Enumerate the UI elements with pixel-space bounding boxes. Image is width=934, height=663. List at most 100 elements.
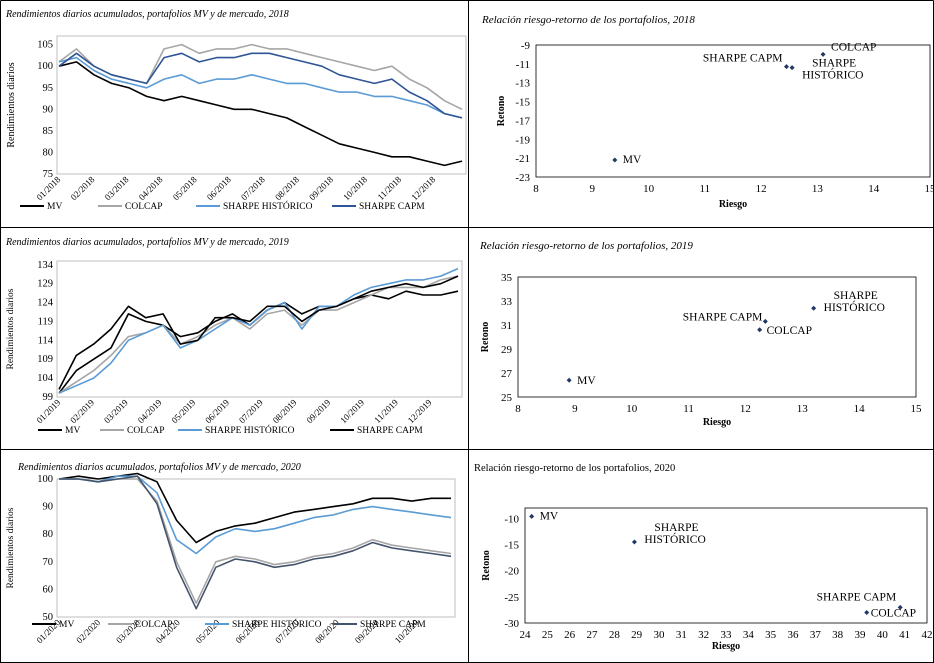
x-tick-label: 37: [810, 629, 822, 641]
legend-label: COLCAP: [135, 620, 172, 630]
x-tick-label: 27: [587, 629, 599, 641]
x-tick-label: 03/2018: [103, 174, 131, 202]
x-tick-label: 10: [643, 183, 655, 195]
x-tick-label: 07/2019: [237, 397, 265, 425]
legend-label: COLCAP: [125, 202, 162, 212]
legend-label: SHARPE CAPM: [359, 202, 425, 212]
y-tick-label: -19: [515, 134, 530, 146]
data-point: [864, 610, 870, 616]
scatter-chart-2018: Relación riesgo-retorno de los portafoli…: [468, 0, 934, 227]
x-tick-label: 02/2019: [68, 397, 96, 425]
y-axis-label: Rendimientos diarios: [6, 62, 17, 147]
x-tick-label: 02/2020: [74, 617, 102, 645]
x-tick-label: 40: [877, 629, 889, 641]
x-axis-label: Riesgo: [703, 417, 731, 428]
x-tick-label: 05/2018: [171, 174, 199, 202]
legend-label: MV: [47, 202, 62, 212]
series-line-2: [59, 475, 452, 555]
y-tick-label: 104: [37, 373, 54, 384]
y-tick-label: -13: [515, 78, 530, 90]
data-label: COLCAP: [871, 608, 916, 620]
series-line-3: [59, 475, 452, 610]
x-tick-label: 39: [855, 629, 867, 641]
x-tick-label: 12: [740, 403, 751, 415]
data-point: [612, 157, 618, 163]
x-tick-label: 41: [899, 629, 910, 641]
x-tick-label: 07/2018: [239, 174, 267, 202]
y-tick-label: -9: [521, 40, 531, 52]
x-tick-label: 34: [743, 629, 755, 641]
chart-title: Relación riesgo-retorno de los portafoli…: [482, 14, 695, 26]
y-axis-label: Rendimientos diarios: [6, 507, 16, 588]
scatter-chart-2020: Relación riesgo-retorno de los portafoli…: [468, 449, 934, 663]
x-tick-label: 11: [700, 183, 711, 195]
y-tick-label: -11: [516, 59, 530, 71]
x-tick-label: 38: [832, 629, 844, 641]
data-point: [783, 64, 789, 70]
x-tick-label: 15: [925, 183, 934, 195]
x-tick-label: 06/2019: [203, 397, 231, 425]
y-tick-label: 100: [37, 61, 53, 72]
x-tick-label: 8: [515, 403, 521, 415]
line-chart-2020: Rendimientos diarios acumulados, portafo…: [0, 449, 468, 663]
legend-label: MV: [65, 426, 80, 436]
y-tick-label: 114: [38, 335, 54, 346]
y-tick-label: 50: [43, 612, 54, 623]
x-tick-label: 10: [626, 403, 638, 415]
series-line-2: [58, 56, 463, 119]
y-tick-label: 75: [43, 169, 54, 180]
x-tick-label: 05/2019: [169, 397, 197, 425]
y-tick-label: 105: [37, 40, 53, 51]
data-point: [897, 604, 903, 610]
series-line-0: [58, 290, 459, 394]
y-tick-label: -21: [515, 153, 530, 165]
y-tick-label: -15: [504, 540, 519, 552]
y-tick-label: 80: [43, 529, 54, 540]
y-tick-label: 90: [43, 502, 54, 513]
scatter-chart-2019-svg: 25 27 29 31 33 35 8 9 10 11 12 13 14 15 Retono Riesgo MV…: [480, 272, 922, 428]
x-tick-label: 11: [683, 403, 694, 415]
series-line-1: [58, 275, 459, 394]
x-tick-label: 05/2020: [194, 617, 222, 645]
y-tick-label: -25: [504, 592, 519, 604]
y-tick-label: 119: [38, 316, 53, 327]
x-tick-label: 33: [721, 629, 733, 641]
x-tick-label: 14: [868, 183, 880, 195]
y-tick-label: -23: [515, 172, 530, 184]
data-label: COLCAP: [767, 325, 812, 337]
y-tick-label: 70: [43, 557, 54, 568]
x-tick-label: 12: [756, 183, 767, 195]
legend-label: MV: [59, 620, 74, 630]
x-tick-label: 9: [590, 183, 596, 195]
chart-title: Rendimientos diarios acumulados, portafo…: [6, 9, 289, 20]
legend-label: SHARPE HISTÓRICO: [232, 618, 322, 630]
y-tick-label: 95: [43, 83, 54, 94]
legend-label: SHARPE HISTÓRICO: [205, 424, 295, 436]
y-tick-label: 109: [37, 354, 53, 365]
y-tick-label: 31: [501, 320, 512, 332]
x-tick-label: 10/2019: [338, 397, 366, 425]
y-tick-label: 60: [43, 584, 54, 595]
series-line-3: [58, 52, 463, 119]
data-point: [811, 305, 817, 311]
series-line-0: [58, 472, 451, 544]
x-tick-label: 13: [797, 403, 809, 415]
data-label: MV: [623, 154, 642, 166]
y-tick-label: 124: [37, 298, 54, 309]
x-tick-label: 04/2019: [136, 397, 164, 425]
y-axis-label: Retono: [480, 322, 491, 353]
y-tick-label: -20: [504, 566, 519, 578]
y-tick-label: 25: [501, 392, 513, 404]
y-axis-label: Retono: [481, 550, 492, 581]
x-tick-label: 11/2019: [372, 397, 400, 425]
y-tick-label: -30: [504, 618, 519, 630]
data-point: [566, 377, 572, 383]
chart-title: Relación riesgo-retorno de los portafoli…: [474, 463, 676, 474]
y-tick-label: 35: [501, 272, 513, 284]
x-tick-label: 12/2018: [409, 174, 437, 202]
plot-area: [535, 44, 931, 178]
x-tick-label: 02/2018: [69, 174, 97, 202]
x-axis-label: Riesgo: [712, 641, 740, 652]
